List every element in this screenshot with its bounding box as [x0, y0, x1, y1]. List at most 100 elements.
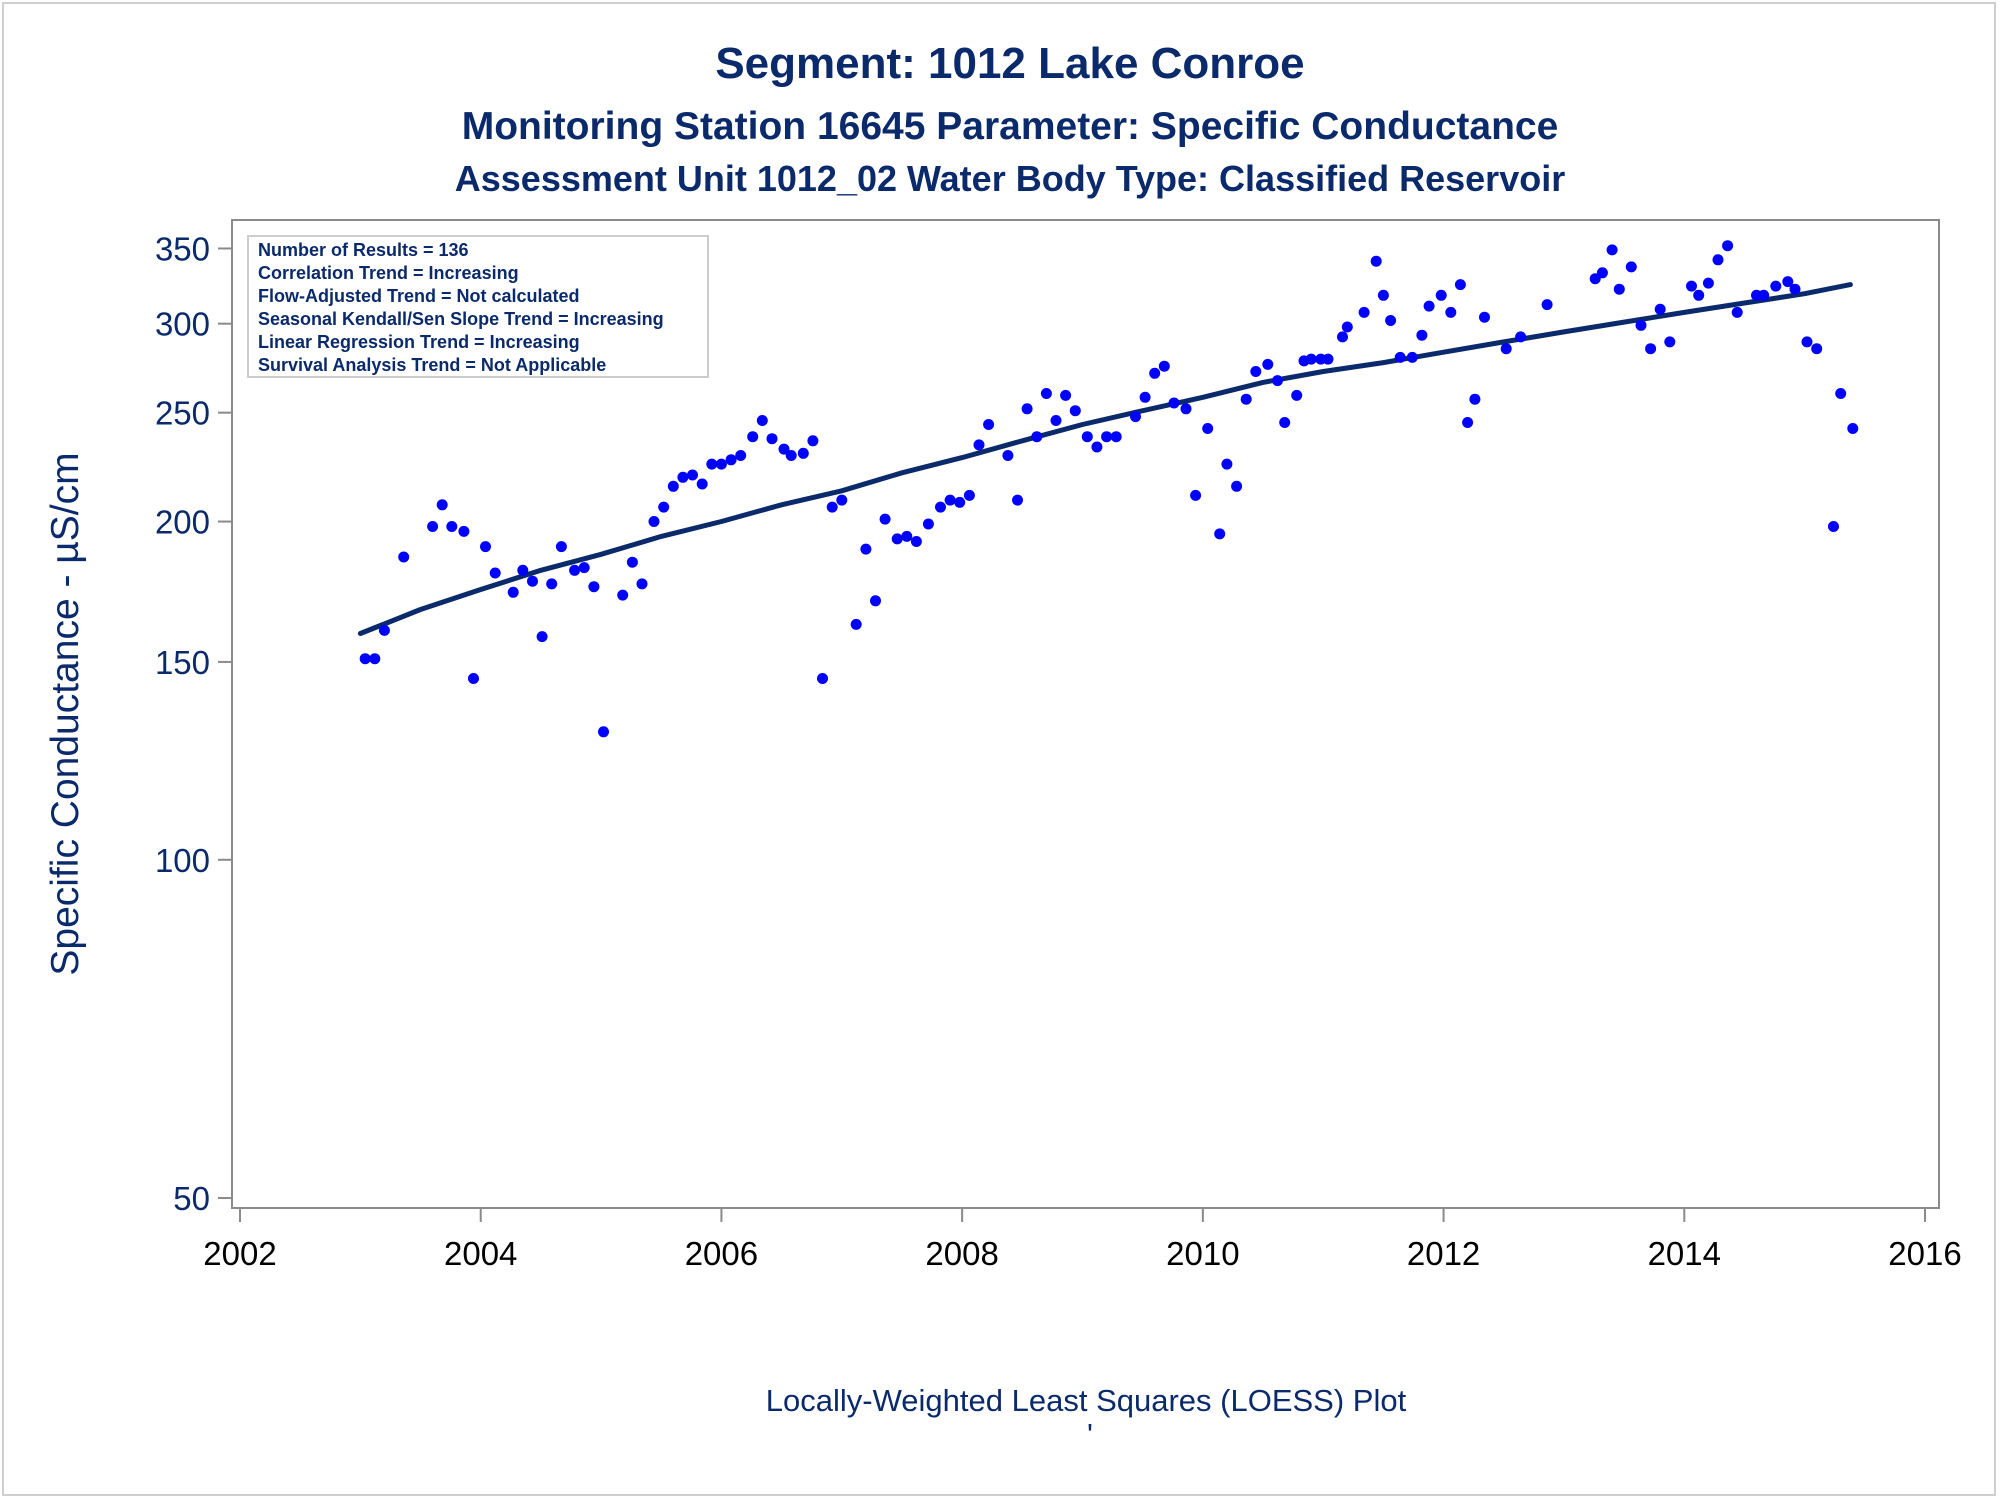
data-point — [489, 567, 501, 579]
y-tick-label: 350 — [155, 230, 210, 267]
data-point — [578, 562, 590, 574]
data-point — [1693, 289, 1705, 301]
data-point — [817, 673, 828, 684]
data-point — [617, 589, 629, 601]
data-point — [807, 435, 819, 447]
data-point — [1686, 280, 1697, 292]
data-point — [1712, 254, 1724, 266]
data-point — [1214, 528, 1226, 540]
data-point — [1789, 283, 1801, 295]
stats-line-results: Number of Results = 136 — [258, 240, 469, 260]
data-point — [1012, 494, 1023, 506]
data-point — [527, 575, 538, 587]
chart-subtitle: Monitoring Station 16645 Parameter: Spec… — [462, 105, 1559, 148]
y-tick-label: 250 — [155, 395, 210, 432]
data-point — [458, 525, 470, 537]
data-point — [725, 454, 737, 466]
data-point — [1596, 267, 1608, 279]
data-point — [715, 458, 727, 470]
data-point — [636, 578, 648, 590]
data-point — [735, 450, 747, 461]
data-point — [1801, 336, 1813, 348]
data-point — [1722, 240, 1734, 252]
data-point — [1770, 280, 1782, 292]
data-point — [369, 653, 381, 665]
data-point — [1021, 403, 1033, 415]
stats-line-linear-regression: Linear Regression Trend = Increasing — [258, 332, 580, 352]
data-point — [1158, 360, 1170, 372]
data-point — [785, 450, 797, 461]
data-point — [1515, 331, 1527, 343]
data-point — [1479, 311, 1490, 323]
data-point — [1322, 353, 1334, 365]
data-point — [626, 556, 638, 568]
data-point — [910, 536, 922, 547]
footnote-mark: ' — [1087, 1417, 1093, 1452]
data-point — [1702, 277, 1714, 289]
stats-box-frame — [247, 235, 709, 378]
data-point — [944, 494, 956, 506]
stats-line-correlation: Correlation Trend = Increasing — [258, 263, 519, 283]
stats-line-flow-adjusted: Flow-Adjusted Trend = Not calculated — [258, 286, 580, 306]
data-point — [1081, 431, 1093, 443]
data-point — [1416, 329, 1428, 341]
data-point — [569, 564, 581, 576]
data-point — [427, 521, 439, 532]
x-tick-label: 2004 — [444, 1235, 517, 1272]
data-point — [1272, 375, 1283, 387]
stats-line-survival-analysis: Survival Analysis Trend = Not Applicable — [258, 355, 606, 375]
x-tick-label: 2010 — [1166, 1235, 1239, 1272]
data-point — [1423, 300, 1435, 312]
data-point — [1758, 289, 1770, 301]
data-point — [1305, 353, 1317, 365]
data-point — [1645, 343, 1657, 355]
data-point — [1240, 393, 1252, 405]
data-point — [658, 501, 670, 513]
data-point — [747, 431, 759, 443]
data-point — [1811, 343, 1823, 355]
data-point — [1782, 276, 1794, 288]
data-point — [1664, 336, 1676, 348]
x-tick-label: 2014 — [1648, 1235, 1721, 1272]
plot-area — [231, 219, 1940, 1209]
x-tick-label: 2006 — [685, 1235, 758, 1272]
data-point — [1635, 319, 1647, 331]
data-point — [1541, 299, 1553, 311]
y-axis: 50 100 150 200 250 300 350 — [155, 230, 232, 1217]
chart-subtitle-2: Assessment Unit 1012_02 Water Body Type:… — [455, 158, 1565, 199]
data-point — [983, 419, 995, 430]
data-point — [1435, 289, 1447, 301]
y-tick-label: 150 — [155, 644, 210, 681]
y-tick-label: 50 — [173, 1180, 210, 1217]
data-point — [507, 586, 519, 598]
data-point — [555, 541, 567, 553]
data-point — [1040, 388, 1052, 399]
data-point — [860, 543, 872, 555]
data-point — [1847, 423, 1859, 434]
x-tick-label: 2012 — [1407, 1235, 1480, 1272]
data-point — [1377, 289, 1389, 301]
data-point — [468, 673, 479, 684]
data-point — [1279, 417, 1291, 428]
data-point — [879, 513, 891, 525]
data-point — [1060, 389, 1072, 401]
y-tick-label: 200 — [155, 504, 210, 541]
data-point — [1462, 417, 1474, 428]
data-point — [1454, 279, 1466, 291]
data-point — [1221, 458, 1233, 470]
data-point — [667, 480, 679, 492]
data-point — [706, 458, 718, 470]
data-point — [922, 518, 934, 530]
y-tick-label: 300 — [155, 306, 210, 343]
data-point — [1002, 450, 1014, 461]
x-axis: 2002 2004 2006 2008 2010 2012 2014 2016 — [203, 1208, 1962, 1272]
data-point — [850, 618, 862, 630]
data-point — [1091, 441, 1103, 453]
data-point — [1835, 388, 1847, 399]
data-point — [1445, 306, 1457, 318]
data-point — [1050, 415, 1062, 426]
data-point — [1358, 306, 1370, 318]
data-point — [935, 501, 946, 513]
data-point — [359, 653, 371, 665]
data-point — [677, 471, 689, 483]
